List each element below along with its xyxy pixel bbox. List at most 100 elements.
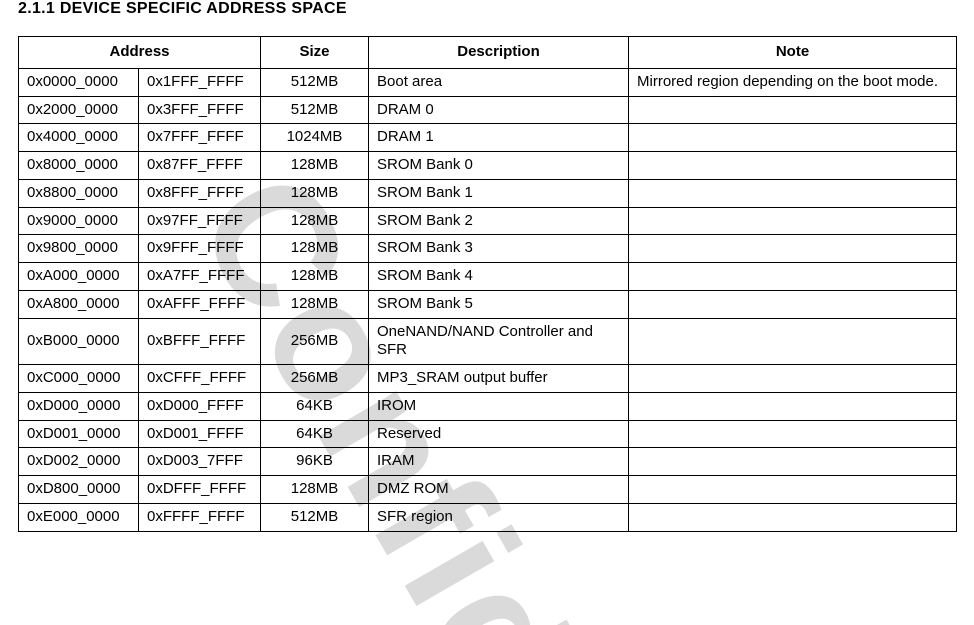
table-row: 0xB000_00000xBFFF_FFFF256MBOneNAND/NAND … — [19, 318, 957, 365]
cell-address-start: 0xE000_0000 — [19, 503, 139, 531]
cell-address-start: 0x0000_0000 — [19, 68, 139, 96]
cell-address-start: 0x8000_0000 — [19, 152, 139, 180]
table-row: 0x9800_00000x9FFF_FFFF128MBSROM Bank 3 — [19, 235, 957, 263]
table-row: 0x0000_00000x1FFF_FFFF512MBBoot areaMirr… — [19, 68, 957, 96]
cell-note — [629, 207, 957, 235]
cell-description: DRAM 1 — [369, 124, 629, 152]
cell-note — [629, 179, 957, 207]
cell-address-end: 0xDFFF_FFFF — [139, 476, 261, 504]
cell-address-start: 0x4000_0000 — [19, 124, 139, 152]
cell-note — [629, 290, 957, 318]
table-row: 0x8000_00000x87FF_FFFF128MBSROM Bank 0 — [19, 152, 957, 180]
cell-size: 1024MB — [261, 124, 369, 152]
cell-size: 512MB — [261, 68, 369, 96]
cell-size: 128MB — [261, 263, 369, 291]
cell-address-end: 0xD001_FFFF — [139, 420, 261, 448]
cell-note — [629, 263, 957, 291]
col-header-address: Address — [19, 37, 261, 69]
cell-description: SROM Bank 0 — [369, 152, 629, 180]
cell-size: 256MB — [261, 318, 369, 365]
cell-address-end: 0x9FFF_FFFF — [139, 235, 261, 263]
page: Confidential 2.1.1 DEVICE SPECIFIC ADDRE… — [0, 0, 974, 625]
cell-address-start: 0xD002_0000 — [19, 448, 139, 476]
cell-description: MP3_SRAM output buffer — [369, 365, 629, 393]
cell-address-start: 0x9800_0000 — [19, 235, 139, 263]
cell-address-end: 0xA7FF_FFFF — [139, 263, 261, 291]
cell-note — [629, 420, 957, 448]
cell-address-start: 0xA800_0000 — [19, 290, 139, 318]
table-body: 0x0000_00000x1FFF_FFFF512MBBoot areaMirr… — [19, 68, 957, 531]
table-row: 0xD001_00000xD001_FFFF64KBReserved — [19, 420, 957, 448]
cell-note — [629, 476, 957, 504]
cell-address-end: 0xD003_7FFF — [139, 448, 261, 476]
cell-note — [629, 392, 957, 420]
table-row: 0xD000_00000xD000_FFFF64KBIROM — [19, 392, 957, 420]
cell-note — [629, 365, 957, 393]
cell-description: SROM Bank 4 — [369, 263, 629, 291]
cell-note: Mirrored region depending on the boot mo… — [629, 68, 957, 96]
table-row: 0xD800_00000xDFFF_FFFF128MBDMZ ROM — [19, 476, 957, 504]
cell-address-start: 0x2000_0000 — [19, 96, 139, 124]
table-row: 0xE000_00000xFFFF_FFFF512MBSFR region — [19, 503, 957, 531]
cell-description: SROM Bank 3 — [369, 235, 629, 263]
cell-description: Reserved — [369, 420, 629, 448]
cell-note — [629, 503, 957, 531]
table-header-row: Address Size Description Note — [19, 37, 957, 69]
cell-size: 128MB — [261, 290, 369, 318]
cell-address-end: 0x7FFF_FFFF — [139, 124, 261, 152]
cell-description: SROM Bank 1 — [369, 179, 629, 207]
address-space-table: Address Size Description Note 0x0000_000… — [18, 36, 957, 532]
col-header-description: Description — [369, 37, 629, 69]
cell-size: 64KB — [261, 420, 369, 448]
cell-address-end: 0xAFFF_FFFF — [139, 290, 261, 318]
cell-address-end: 0xFFFF_FFFF — [139, 503, 261, 531]
cell-description: Boot area — [369, 68, 629, 96]
cell-address-start: 0xB000_0000 — [19, 318, 139, 365]
cell-size: 128MB — [261, 207, 369, 235]
section-title: 2.1.1 DEVICE SPECIFIC ADDRESS SPACE — [18, 0, 956, 18]
cell-size: 128MB — [261, 235, 369, 263]
cell-size: 96KB — [261, 448, 369, 476]
cell-address-end: 0x1FFF_FFFF — [139, 68, 261, 96]
cell-note — [629, 318, 957, 365]
table-row: 0x8800_00000x8FFF_FFFF128MBSROM Bank 1 — [19, 179, 957, 207]
cell-address-end: 0x87FF_FFFF — [139, 152, 261, 180]
table-row: 0xA000_00000xA7FF_FFFF128MBSROM Bank 4 — [19, 263, 957, 291]
cell-address-start: 0xD001_0000 — [19, 420, 139, 448]
table-row: 0xC000_00000xCFFF_FFFF256MBMP3_SRAM outp… — [19, 365, 957, 393]
cell-description: IRAM — [369, 448, 629, 476]
cell-size: 512MB — [261, 503, 369, 531]
table-row: 0x2000_00000x3FFF_FFFF512MBDRAM 0 — [19, 96, 957, 124]
table-row: 0x9000_00000x97FF_FFFF128MBSROM Bank 2 — [19, 207, 957, 235]
cell-size: 256MB — [261, 365, 369, 393]
col-header-note: Note — [629, 37, 957, 69]
table-row: 0xA800_00000xAFFF_FFFF128MBSROM Bank 5 — [19, 290, 957, 318]
table-row: 0x4000_00000x7FFF_FFFF1024MBDRAM 1 — [19, 124, 957, 152]
cell-size: 128MB — [261, 179, 369, 207]
cell-description: SROM Bank 5 — [369, 290, 629, 318]
cell-description: DMZ ROM — [369, 476, 629, 504]
cell-description: SROM Bank 2 — [369, 207, 629, 235]
cell-address-end: 0xBFFF_FFFF — [139, 318, 261, 365]
cell-size: 64KB — [261, 392, 369, 420]
cell-address-start: 0xA000_0000 — [19, 263, 139, 291]
cell-description: SFR region — [369, 503, 629, 531]
cell-note — [629, 448, 957, 476]
cell-description: DRAM 0 — [369, 96, 629, 124]
cell-address-start: 0x9000_0000 — [19, 207, 139, 235]
cell-note — [629, 96, 957, 124]
col-header-size: Size — [261, 37, 369, 69]
table-header: Address Size Description Note — [19, 37, 957, 69]
cell-size: 128MB — [261, 152, 369, 180]
cell-address-start: 0x8800_0000 — [19, 179, 139, 207]
cell-note — [629, 124, 957, 152]
cell-address-end: 0xD000_FFFF — [139, 392, 261, 420]
cell-address-end: 0x8FFF_FFFF — [139, 179, 261, 207]
table-row: 0xD002_00000xD003_7FFF96KBIRAM — [19, 448, 957, 476]
cell-address-start: 0xD800_0000 — [19, 476, 139, 504]
cell-address-start: 0xC000_0000 — [19, 365, 139, 393]
cell-description: OneNAND/NAND Controller and SFR — [369, 318, 629, 365]
cell-address-start: 0xD000_0000 — [19, 392, 139, 420]
cell-note — [629, 235, 957, 263]
cell-address-end: 0x3FFF_FFFF — [139, 96, 261, 124]
